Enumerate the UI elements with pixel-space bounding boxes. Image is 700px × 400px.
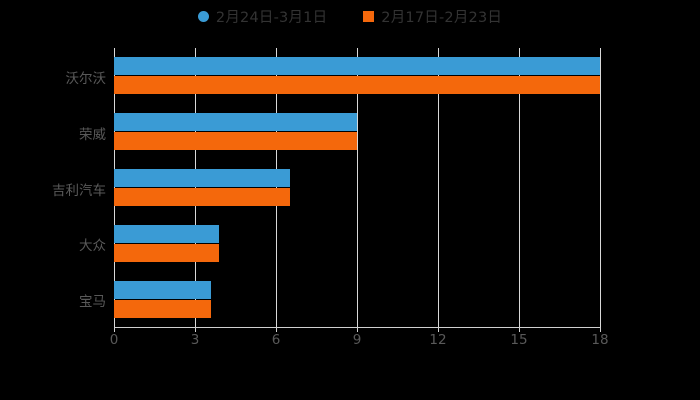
bar-group-4 bbox=[114, 280, 600, 318]
x-tick-3 bbox=[195, 327, 196, 332]
plot-area bbox=[114, 48, 601, 327]
x-axis-label-0: 0 bbox=[109, 332, 119, 348]
x-axis-label-15: 15 bbox=[510, 332, 528, 348]
gridline-x-6 bbox=[276, 48, 277, 327]
x-tick-6 bbox=[276, 327, 277, 332]
square-marker-icon bbox=[363, 11, 375, 22]
x-axis-label-6: 6 bbox=[271, 332, 281, 348]
x-tick-9 bbox=[357, 327, 358, 332]
y-axis-label-3: 大众 bbox=[79, 238, 106, 255]
y-axis-label-0: 沃尔沃 bbox=[65, 70, 107, 87]
chart-legend: 2月24日-3月1日 2月17日-2月23日 bbox=[0, 6, 700, 27]
x-axis-label-12: 12 bbox=[429, 332, 447, 348]
gridline-x-3 bbox=[195, 48, 196, 327]
bar[interactable] bbox=[114, 224, 220, 243]
x-axis-label-9: 9 bbox=[352, 332, 362, 348]
legend-label-series-0: 2月24日-3月1日 bbox=[215, 10, 328, 26]
x-tick-15 bbox=[519, 327, 520, 332]
gridline-x-0 bbox=[114, 48, 115, 327]
circle-marker-icon bbox=[197, 11, 209, 22]
x-tick-12 bbox=[438, 327, 439, 332]
y-axis-label-1: 荣威 bbox=[79, 126, 106, 143]
gridline-x-15 bbox=[519, 48, 520, 327]
x-axis-label-3: 3 bbox=[190, 332, 200, 348]
bar[interactable] bbox=[114, 113, 357, 132]
x-tick-0 bbox=[114, 327, 115, 332]
bar[interactable] bbox=[114, 188, 290, 206]
legend-item-series-1[interactable]: 2月17日-2月23日 bbox=[363, 6, 502, 27]
bar[interactable] bbox=[114, 169, 290, 187]
y-axis-labels: 沃尔沃荣威吉利汽车大众宝马 bbox=[0, 48, 106, 327]
bar-group-3 bbox=[114, 224, 600, 262]
bar[interactable] bbox=[114, 132, 357, 151]
bar-group-2 bbox=[114, 169, 600, 206]
x-tick-18 bbox=[600, 327, 601, 332]
x-axis-label-18: 18 bbox=[591, 332, 609, 348]
bar[interactable] bbox=[114, 57, 600, 76]
gridline-x-18 bbox=[600, 48, 601, 327]
bar[interactable] bbox=[114, 280, 212, 299]
gridline-x-9 bbox=[357, 48, 358, 327]
bar-group-1 bbox=[114, 113, 600, 151]
bar-group-0 bbox=[114, 57, 600, 95]
bar[interactable] bbox=[114, 76, 600, 95]
gridline-x-12 bbox=[438, 48, 439, 327]
bar[interactable] bbox=[114, 299, 212, 318]
legend-item-series-0[interactable]: 2月24日-3月1日 bbox=[197, 6, 328, 27]
legend-label-series-1: 2月17日-2月23日 bbox=[381, 10, 503, 26]
bar[interactable] bbox=[114, 243, 220, 262]
y-axis-label-4: 宝马 bbox=[79, 294, 106, 311]
y-axis-label-2: 吉利汽车 bbox=[52, 182, 106, 199]
